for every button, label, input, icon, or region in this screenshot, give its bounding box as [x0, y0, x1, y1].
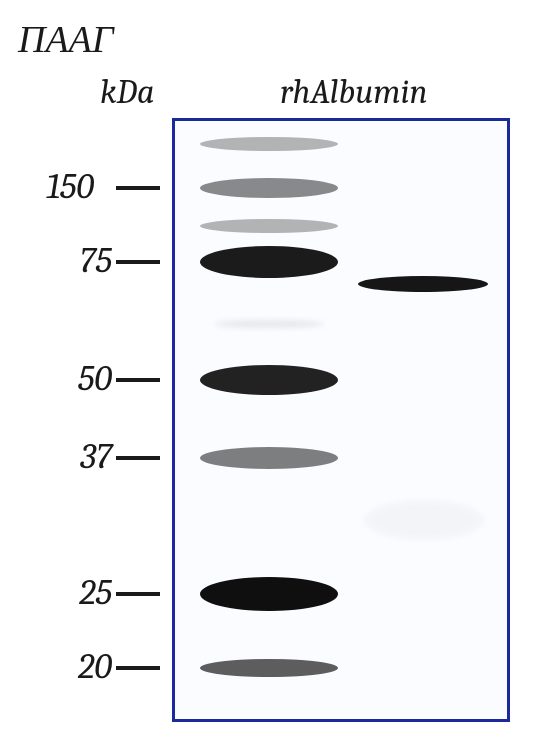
mw-label-75: 75	[50, 240, 112, 281]
ladder-band-150	[200, 178, 338, 198]
ladder-band-20	[200, 659, 338, 677]
mw-tick-25	[116, 592, 160, 596]
figure-title: ПААГ	[18, 18, 113, 62]
mw-label-25: 25	[50, 572, 112, 613]
ladder-band-25	[200, 577, 338, 611]
mw-tick-20	[116, 666, 160, 670]
sample-band-0	[358, 276, 488, 292]
gel-noise-0	[214, 320, 324, 328]
mw-label-20: 20	[50, 646, 112, 687]
mw-tick-50	[116, 378, 160, 382]
mw-tick-150	[116, 186, 160, 190]
ladder-band-150-upper	[200, 137, 338, 151]
sample-header: rhAlbumin	[280, 72, 428, 112]
gel-noise-1	[364, 500, 484, 540]
kda-header: kDa	[100, 72, 154, 112]
gel-background	[175, 121, 507, 719]
gel-frame	[172, 118, 510, 722]
mw-tick-37	[116, 456, 160, 460]
ladder-band-50	[200, 365, 338, 395]
mw-label-150: 150	[32, 166, 94, 207]
mw-tick-75	[116, 260, 160, 264]
ladder-band-37	[200, 447, 338, 469]
ladder-band-75-upper	[200, 219, 338, 233]
mw-label-37: 37	[50, 436, 112, 477]
mw-label-50: 50	[50, 358, 112, 399]
ladder-band-75	[200, 246, 338, 278]
